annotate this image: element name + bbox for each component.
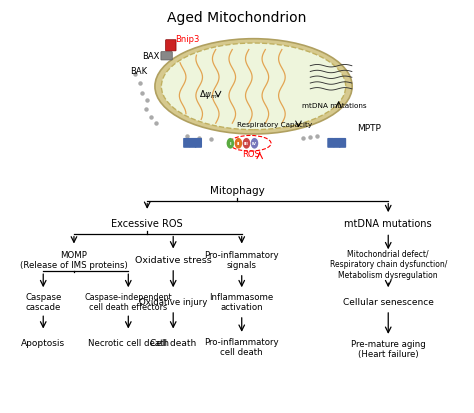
Text: mtDNA mutations: mtDNA mutations bbox=[345, 219, 432, 229]
Text: Caspase-independent
cell death effectors: Caspase-independent cell death effectors bbox=[84, 292, 172, 312]
Text: Mitochondrial defect/
Respiratory chain dysfunction/
Metabolism dysregulation: Mitochondrial defect/ Respiratory chain … bbox=[329, 249, 447, 279]
Text: Oxidative stress: Oxidative stress bbox=[135, 256, 211, 264]
Text: Mitophagy: Mitophagy bbox=[210, 186, 264, 196]
Ellipse shape bbox=[251, 139, 258, 149]
FancyBboxPatch shape bbox=[165, 40, 176, 52]
Text: Pre-mature aging
(Heart failure): Pre-mature aging (Heart failure) bbox=[351, 339, 426, 358]
Text: BAK: BAK bbox=[130, 67, 147, 76]
Text: Necrotic cell death: Necrotic cell death bbox=[88, 339, 169, 348]
Text: Apoptosis: Apoptosis bbox=[21, 339, 65, 348]
Text: BAX: BAX bbox=[142, 52, 159, 61]
FancyBboxPatch shape bbox=[339, 139, 346, 148]
Text: Excessive ROS: Excessive ROS bbox=[111, 219, 183, 229]
Text: Caspase
cascade: Caspase cascade bbox=[25, 292, 62, 312]
Text: mtDNA mutations: mtDNA mutations bbox=[302, 103, 367, 109]
Text: Cellular senescence: Cellular senescence bbox=[343, 297, 434, 306]
Text: ROS: ROS bbox=[242, 150, 260, 159]
FancyBboxPatch shape bbox=[161, 52, 172, 61]
Text: II: II bbox=[237, 142, 240, 146]
Text: Inflammasome
activation: Inflammasome activation bbox=[210, 292, 274, 312]
Text: Aged Mitochondrion: Aged Mitochondrion bbox=[167, 11, 307, 25]
FancyBboxPatch shape bbox=[189, 139, 196, 148]
Ellipse shape bbox=[235, 139, 242, 149]
Ellipse shape bbox=[227, 139, 234, 149]
Ellipse shape bbox=[243, 139, 250, 149]
Text: Bnip3: Bnip3 bbox=[175, 35, 200, 44]
FancyBboxPatch shape bbox=[183, 139, 190, 148]
Text: Oxidative injury: Oxidative injury bbox=[139, 297, 208, 306]
Text: Pro-inflammatory
cell death: Pro-inflammatory cell death bbox=[204, 337, 279, 356]
Text: Cell death: Cell death bbox=[150, 339, 196, 348]
Text: MOMP
(Release of IMS proteins): MOMP (Release of IMS proteins) bbox=[20, 250, 128, 270]
Text: Respiratory Capacity: Respiratory Capacity bbox=[237, 122, 312, 128]
Text: I: I bbox=[229, 142, 231, 146]
Text: Pro-inflammatory
signals: Pro-inflammatory signals bbox=[204, 250, 279, 270]
Ellipse shape bbox=[161, 44, 346, 131]
Text: MPTP: MPTP bbox=[357, 123, 382, 133]
Text: III: III bbox=[244, 142, 249, 146]
FancyBboxPatch shape bbox=[195, 139, 202, 148]
FancyBboxPatch shape bbox=[327, 139, 334, 148]
FancyBboxPatch shape bbox=[333, 139, 340, 148]
Ellipse shape bbox=[155, 40, 352, 135]
Text: IV: IV bbox=[252, 142, 257, 146]
Text: $\Delta\psi_m$: $\Delta\psi_m$ bbox=[199, 88, 218, 101]
